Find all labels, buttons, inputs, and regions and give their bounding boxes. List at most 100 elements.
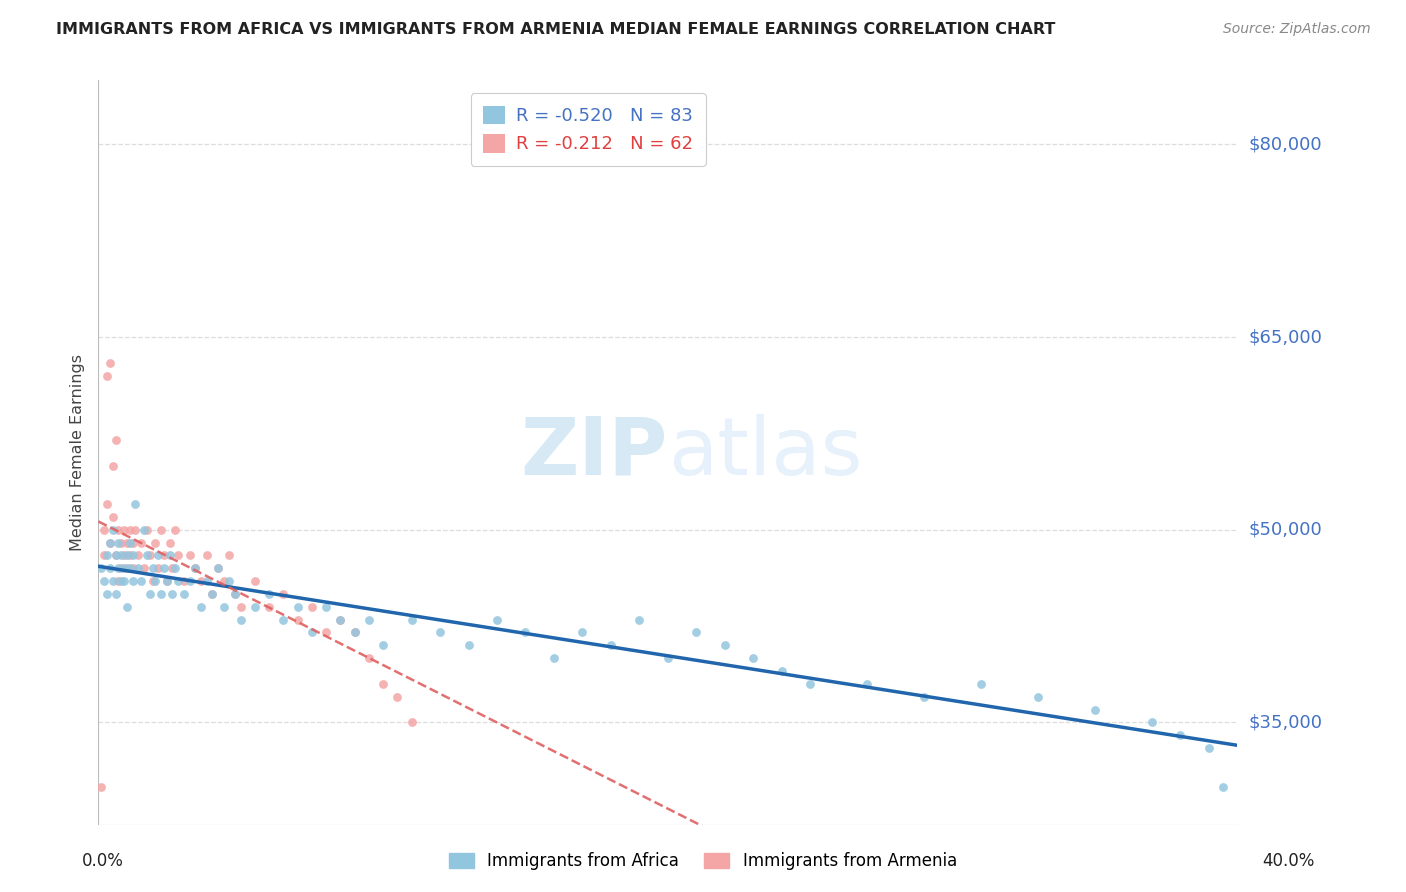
Point bbox=[212, 574, 235, 588]
Point bbox=[104, 433, 127, 447]
Point bbox=[287, 599, 309, 614]
Point bbox=[124, 497, 146, 511]
Point bbox=[401, 613, 423, 627]
Point bbox=[273, 587, 295, 601]
Point bbox=[115, 549, 138, 563]
Point bbox=[118, 535, 141, 549]
Point bbox=[401, 715, 423, 730]
Point bbox=[357, 613, 380, 627]
Text: $50,000: $50,000 bbox=[1249, 521, 1322, 539]
Point bbox=[96, 368, 118, 383]
Point bbox=[357, 651, 380, 665]
Point bbox=[101, 523, 124, 537]
Point bbox=[127, 561, 149, 575]
Point bbox=[212, 599, 235, 614]
Point bbox=[150, 587, 173, 601]
Point bbox=[115, 599, 138, 614]
Point bbox=[329, 613, 352, 627]
Point bbox=[110, 549, 132, 563]
Point bbox=[165, 561, 187, 575]
Point bbox=[218, 574, 240, 588]
Point bbox=[1084, 702, 1107, 716]
Point bbox=[138, 587, 160, 601]
Point bbox=[770, 664, 793, 678]
Point bbox=[229, 599, 252, 614]
Point bbox=[273, 613, 295, 627]
Point bbox=[110, 535, 132, 549]
Point bbox=[156, 574, 179, 588]
Point bbox=[201, 587, 224, 601]
Point bbox=[387, 690, 409, 704]
Point bbox=[118, 549, 141, 563]
Point bbox=[329, 613, 352, 627]
Point bbox=[173, 574, 195, 588]
Point bbox=[141, 561, 163, 575]
Point bbox=[201, 587, 224, 601]
Point bbox=[104, 549, 127, 563]
Point bbox=[101, 574, 124, 588]
Point bbox=[190, 574, 212, 588]
Point bbox=[243, 599, 266, 614]
Point bbox=[184, 561, 207, 575]
Point bbox=[343, 625, 366, 640]
Point bbox=[600, 638, 623, 652]
Point bbox=[107, 523, 129, 537]
Text: $35,000: $35,000 bbox=[1249, 714, 1323, 731]
Point bbox=[141, 574, 163, 588]
Point bbox=[96, 497, 118, 511]
Text: atlas: atlas bbox=[668, 414, 862, 491]
Point bbox=[1198, 741, 1220, 756]
Point bbox=[98, 535, 121, 549]
Point bbox=[543, 651, 565, 665]
Point bbox=[912, 690, 935, 704]
Point bbox=[259, 599, 281, 614]
Point bbox=[167, 574, 190, 588]
Point bbox=[121, 561, 143, 575]
Point bbox=[148, 561, 170, 575]
Point bbox=[315, 599, 337, 614]
Point bbox=[112, 523, 135, 537]
Point bbox=[135, 523, 157, 537]
Point bbox=[165, 523, 187, 537]
Point bbox=[107, 535, 129, 549]
Point bbox=[373, 677, 395, 691]
Point bbox=[127, 549, 149, 563]
Point bbox=[145, 535, 167, 549]
Point bbox=[148, 549, 170, 563]
Point bbox=[129, 574, 152, 588]
Point bbox=[179, 549, 201, 563]
Point bbox=[315, 625, 337, 640]
Point bbox=[162, 561, 184, 575]
Point bbox=[112, 574, 135, 588]
Point bbox=[162, 587, 184, 601]
Y-axis label: Median Female Earnings: Median Female Earnings bbox=[69, 354, 84, 551]
Point bbox=[1026, 690, 1049, 704]
Point bbox=[373, 638, 395, 652]
Text: ZIP: ZIP bbox=[520, 414, 668, 491]
Point bbox=[301, 625, 323, 640]
Point bbox=[132, 561, 155, 575]
Point bbox=[107, 574, 129, 588]
Point bbox=[107, 561, 129, 575]
Point bbox=[224, 587, 246, 601]
Point bbox=[1212, 780, 1234, 794]
Point bbox=[173, 587, 195, 601]
Point bbox=[486, 613, 509, 627]
Point bbox=[153, 549, 176, 563]
Point bbox=[124, 523, 146, 537]
Point bbox=[121, 574, 143, 588]
Point bbox=[190, 599, 212, 614]
Point bbox=[195, 549, 218, 563]
Point bbox=[93, 549, 115, 563]
Point bbox=[259, 587, 281, 601]
Point bbox=[110, 574, 132, 588]
Point bbox=[287, 613, 309, 627]
Point bbox=[799, 677, 821, 691]
Point bbox=[301, 599, 323, 614]
Point bbox=[121, 535, 143, 549]
Text: $80,000: $80,000 bbox=[1249, 136, 1322, 153]
Point bbox=[1170, 728, 1192, 742]
Point bbox=[224, 587, 246, 601]
Point bbox=[657, 651, 679, 665]
Point bbox=[104, 587, 127, 601]
